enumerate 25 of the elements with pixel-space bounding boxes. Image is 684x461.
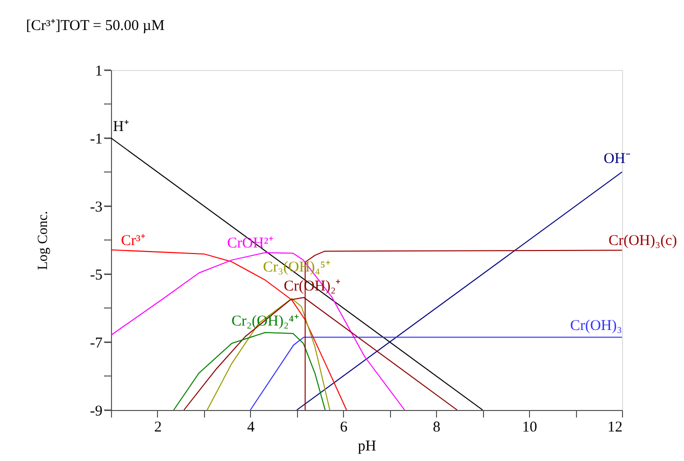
y-tick-label: -7 (90, 336, 103, 352)
x-axis-title: pH (358, 438, 376, 454)
series-label: Cr(OH)₃(c) (608, 233, 677, 250)
x-tick-label: 2 (154, 420, 162, 436)
line-series (183, 296, 458, 410)
line-series (173, 332, 326, 410)
x-tick-label: 12 (608, 420, 622, 436)
y-tick-label: -5 (90, 268, 102, 284)
line-series (206, 298, 330, 410)
line-series (110, 249, 348, 410)
series-label: Cr(OH)₃ (570, 318, 622, 334)
y-tick-label: -1 (90, 132, 102, 148)
x-tick-label: 8 (432, 420, 440, 436)
y-tick-label: -9 (90, 404, 102, 420)
series-label: OH⁻ (604, 151, 630, 167)
y-axis-title: Log Conc. (36, 210, 52, 270)
y-tick-label: 1 (95, 64, 102, 80)
series-label: H⁺ (113, 119, 129, 135)
series-label: Cr³⁺ (121, 232, 146, 249)
x-tick-label: 10 (522, 420, 538, 436)
chart-title: [Cr³⁺]TOT = 50.00 µM (26, 18, 165, 34)
y-tick-label: -3 (90, 200, 102, 216)
line-series (110, 252, 406, 410)
x-tick-label: 4 (247, 420, 256, 436)
x-tick-label: 6 (340, 420, 348, 436)
